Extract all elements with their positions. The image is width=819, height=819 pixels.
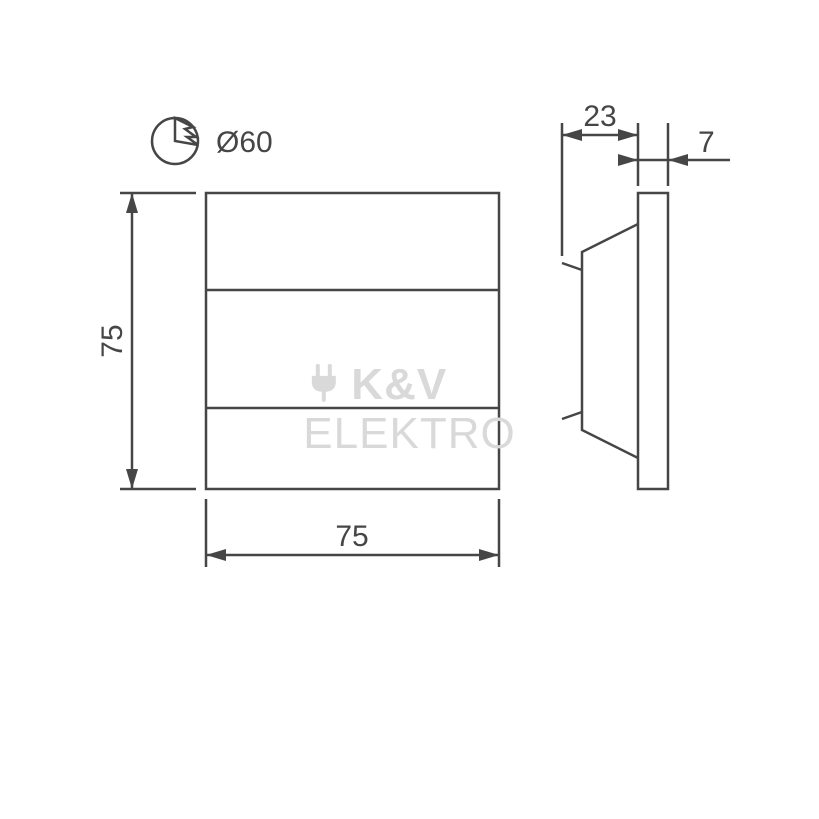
dim-side-depth: 23 bbox=[562, 100, 638, 256]
dim-front-height: 75 bbox=[96, 193, 196, 489]
side-view bbox=[562, 193, 668, 489]
dim-side-depth-label: 23 bbox=[583, 100, 616, 133]
dim-front-height-label: 75 bbox=[96, 324, 129, 357]
hole-diameter-label: Ø60 bbox=[216, 126, 273, 159]
dim-side-plate-label: 7 bbox=[698, 126, 715, 159]
dim-side-plate: 7 bbox=[618, 123, 730, 186]
front-view bbox=[206, 193, 499, 489]
dim-front-width-label: 75 bbox=[335, 520, 368, 553]
hole-symbol: Ø60 bbox=[152, 118, 273, 164]
dim-front-width: 75 bbox=[206, 499, 499, 567]
technical-drawing: .ln { stroke: #464646; stroke-width: 2.5… bbox=[0, 0, 819, 819]
